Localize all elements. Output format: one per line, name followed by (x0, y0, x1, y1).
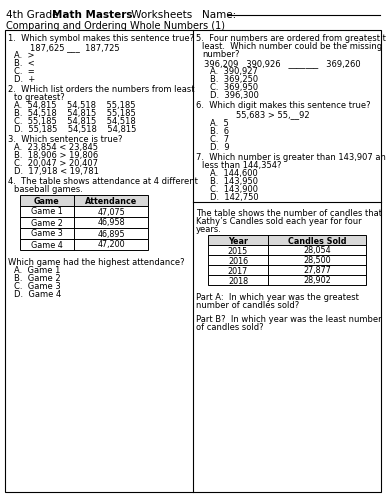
Text: B.  54,518    54,815    55,185: B. 54,518 54,815 55,185 (14, 109, 136, 118)
Text: 28,054: 28,054 (303, 246, 331, 256)
Text: 47,200: 47,200 (97, 240, 125, 250)
Text: D.  Game 4: D. Game 4 (14, 290, 61, 299)
Text: 6.  Which digit makes this sentence true?: 6. Which digit makes this sentence true? (196, 101, 371, 110)
Text: D.  55,185    54,518    54,815: D. 55,185 54,518 54,815 (14, 125, 136, 134)
Text: D.  9: D. 9 (210, 143, 230, 152)
Text: Part A:  In which year was the greatest: Part A: In which year was the greatest (196, 293, 359, 302)
Text: 2015: 2015 (228, 246, 248, 256)
Text: Year: Year (228, 236, 248, 246)
Text: B.  18,906 > 19,806: B. 18,906 > 19,806 (14, 151, 98, 160)
Text: A.  390,927: A. 390,927 (210, 67, 258, 76)
Text: Game 3: Game 3 (31, 230, 63, 238)
Text: Which game had the highest attendance?: Which game had the highest attendance? (8, 258, 185, 267)
Text: A.  23,854 < 23,845: A. 23,854 < 23,845 (14, 143, 98, 152)
Bar (208, 235, 366, 245)
Text: D.  396,300: D. 396,300 (210, 91, 259, 100)
Text: D.  17,918 < 19,781: D. 17,918 < 19,781 (14, 167, 99, 176)
Text: A.  Game 1: A. Game 1 (14, 266, 60, 275)
Text: of candles sold?: of candles sold? (196, 323, 264, 332)
Text: Comparing and Ordering Whole Numbers (1): Comparing and Ordering Whole Numbers (1) (6, 21, 225, 31)
Bar (208, 255, 366, 265)
Text: Attendance: Attendance (85, 196, 137, 205)
Text: 28,902: 28,902 (303, 276, 331, 285)
Bar (208, 245, 366, 255)
Text: B.  369,250: B. 369,250 (210, 75, 258, 84)
Text: Game 1: Game 1 (31, 208, 63, 216)
Text: least.  Which number could be the missing: least. Which number could be the missing (202, 42, 382, 51)
Text: number?: number? (202, 50, 239, 59)
Text: Game 2: Game 2 (31, 218, 63, 228)
Bar (20, 239, 148, 250)
Text: 47,075: 47,075 (97, 208, 125, 216)
Text: 28,500: 28,500 (303, 256, 331, 266)
Text: A.  144,600: A. 144,600 (210, 169, 258, 178)
Text: 4.  The table shows attendance at 4 different: 4. The table shows attendance at 4 diffe… (8, 177, 198, 186)
Text: years.: years. (196, 225, 222, 234)
Text: 27,877: 27,877 (303, 266, 331, 276)
Text: less than 144,354?: less than 144,354? (202, 161, 281, 170)
Text: 7.  Which number is greater than 143,907 and: 7. Which number is greater than 143,907 … (196, 153, 386, 162)
Bar (20, 206, 148, 217)
Bar (208, 265, 366, 275)
Text: Worksheets   Name:: Worksheets Name: (128, 10, 239, 20)
Text: C.  20,047 > 20,407: C. 20,047 > 20,407 (14, 159, 98, 168)
Text: 5.  Four numbers are ordered from greatest to: 5. Four numbers are ordered from greates… (196, 34, 386, 43)
Text: B.  <: B. < (14, 59, 35, 68)
Text: D.  142,750: D. 142,750 (210, 193, 259, 202)
Text: 2016: 2016 (228, 256, 248, 266)
Text: 2017: 2017 (228, 266, 248, 276)
Text: A.  >: A. > (14, 51, 34, 60)
Text: C.  =: C. = (14, 67, 35, 76)
Bar (20, 195, 148, 206)
Text: Kathy’s Candles sold each year for four: Kathy’s Candles sold each year for four (196, 217, 362, 226)
Text: C.  Game 3: C. Game 3 (14, 282, 61, 291)
Text: 3.  Which sentence is true?: 3. Which sentence is true? (8, 135, 122, 144)
Text: 396,209   390,926   _______   369,260: 396,209 390,926 _______ 369,260 (204, 59, 361, 68)
Text: The table shows the number of candles that: The table shows the number of candles th… (196, 209, 382, 218)
Bar (208, 275, 366, 285)
Text: 46,895: 46,895 (97, 230, 125, 238)
Text: 187,625 ___  187,725: 187,625 ___ 187,725 (30, 43, 120, 52)
Text: 4th Grade: 4th Grade (6, 10, 62, 20)
Text: Game: Game (34, 196, 60, 205)
Text: to greatest?: to greatest? (14, 93, 65, 102)
Text: B.  Game 2: B. Game 2 (14, 274, 61, 283)
Text: C.  369,950: C. 369,950 (210, 83, 258, 92)
Text: 46,958: 46,958 (97, 218, 125, 228)
Text: C.  7: C. 7 (210, 135, 229, 144)
Text: C.  55,185    54,815    54,518: C. 55,185 54,815 54,518 (14, 117, 136, 126)
Text: D.  +: D. + (14, 75, 35, 84)
Text: 55,683 > 55,__92: 55,683 > 55,__92 (236, 110, 310, 119)
Text: C.  143,900: C. 143,900 (210, 185, 258, 194)
Text: 2.  WHich list orders the numbers from least: 2. WHich list orders the numbers from le… (8, 85, 195, 94)
Text: Candles Sold: Candles Sold (288, 236, 346, 246)
Bar (5, 30, 381, 492)
Text: B.  6: B. 6 (210, 127, 229, 136)
Text: 1.  Which symbol makes this sentence true?: 1. Which symbol makes this sentence true… (8, 34, 194, 43)
Text: Part B?  In which year was the least number: Part B? In which year was the least numb… (196, 315, 382, 324)
Text: B.  143,950: B. 143,950 (210, 177, 258, 186)
Text: Game 4: Game 4 (31, 240, 63, 250)
Text: Math Masters: Math Masters (52, 10, 132, 20)
Text: A.  5: A. 5 (210, 119, 229, 128)
Text: A.  54,815    54,518    55,185: A. 54,815 54,518 55,185 (14, 101, 135, 110)
Bar (20, 217, 148, 228)
Text: number of candles sold?: number of candles sold? (196, 301, 299, 310)
Bar (20, 228, 148, 239)
Text: 2018: 2018 (228, 276, 248, 285)
Text: baseball games.: baseball games. (14, 185, 83, 194)
